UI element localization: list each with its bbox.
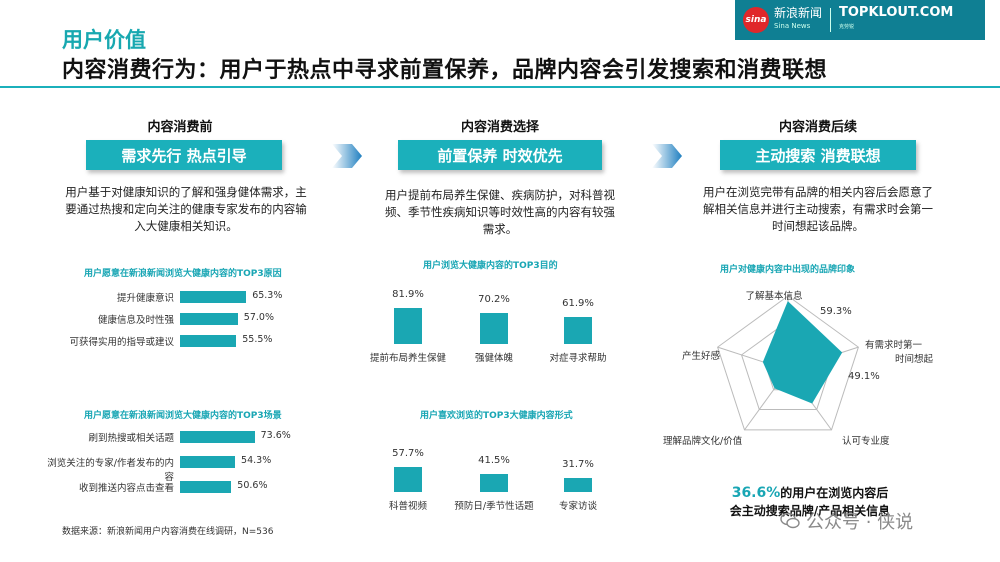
radar-value-label: 59.3% [820,306,852,317]
radar-series [762,301,843,404]
bar [564,478,592,492]
chevron-right-icon [652,144,682,168]
bar [180,291,247,303]
bar-value-label: 81.9% [392,288,424,300]
chart-scenes-title: 用户愿意在新浪新闻浏览大健康内容的TOP3场景 [84,411,282,421]
bar [480,313,508,344]
chart-purposes: 81.9% 提前布局养生保健 70.2% 强健体魄 61.9% 对症寻求帮助 [370,270,640,370]
highlight-stat: 36.6%的用户在浏览内容后 会主动搜索品牌/产品相关信息 [700,484,920,520]
radar-grid [717,295,859,431]
bar [180,335,237,347]
column-2-description: 用户提前布局养生保健、疾病防护，对科普视频、季节性疾病知识等时效性高的内容有较强… [385,188,615,236]
brand-en-name: TOPKLOUT.COM [839,5,954,20]
bar-category-label: 强健体魄 [474,353,513,364]
brand-cn-sub: Sina News [774,22,811,30]
chart-purposes-title: 用户浏览大健康内容的TOP3目的 [423,261,558,271]
chart-brand-impression-title: 用户对健康内容中出现的品牌印象 [720,265,856,275]
radar-axis-label: 有需求时第一时间想起 [865,339,934,365]
bar-category-label: 刷到热搜或相关话题 [88,433,174,444]
highlight-line2: 会主动搜索品牌/产品相关信息 [729,504,891,518]
bar-value-label: 61.9% [562,297,594,309]
bar-category-label: 专家访谈 [558,501,597,512]
bar-category-label: 预防日/季节性话题 [454,501,534,512]
bar [394,307,422,344]
column-1-description: 用户基于对健康知识的了解和强身健体需求，主要通过热搜和定向关注的健康专家发布的内… [65,185,307,233]
bar [564,316,592,344]
radar-axis-label: 理解品牌文化/价值 [663,435,743,447]
bar-value-label: 50.6% [237,480,268,491]
bar-value-label: 57.7% [392,447,424,459]
bar-value-label: 70.2% [478,294,510,306]
chart-reasons-title: 用户愿意在新浪新闻浏览大健康内容的TOP3原因 [84,269,282,279]
chart-formats: 57.7% 科普视频 41.5% 预防日/季节性话题 31.7% 专家访谈 [370,430,640,520]
bar [180,431,255,443]
brand-separator [830,8,832,32]
sina-logo-icon: sina [743,7,769,33]
chart-reasons: 提升健康意识 65.3% 健康信息及时性强 57.0% 可获得实用的指导或建议 55.5% [40,290,340,360]
chart-scenes: 刷到热搜或相关话题 73.6% 浏览关注的专家/作者发布的内容 54.3% 收到推送内容… [40,430,340,505]
watermark-text: 公众号 · 侠说 [806,512,914,533]
bar [480,473,508,492]
wechat-icon [780,512,800,529]
brand-en-sub: 克劳锐 [839,24,855,30]
column-1-heading: 内容消费前 [147,120,213,135]
bar-value-label: 57.0% [243,312,274,323]
brand-bar: sina 新浪新闻 Sina News TOPKLOUT.COM 克劳锐 [735,0,985,40]
chevron-right-icon [332,144,362,168]
section-title: 用户价值 [62,28,146,52]
bar [180,313,238,325]
bar-category-label: 收到推送内容点击查看 [78,483,174,494]
column-1-banner: 需求先行 热点引导 [86,140,282,170]
brand-cn-name: 新浪新闻 [774,6,823,20]
radar-value-label: 49.1% [848,371,880,382]
bar [180,456,236,468]
bar-category-label: 健康信息及时性强 [97,315,174,326]
bar-value-label: 55.5% [242,334,273,345]
bar-value-label: 41.5% [478,454,510,466]
column-2-banner: 前置保养 时效优先 [398,140,602,170]
bar-value-label: 31.7% [562,459,594,471]
radar-axis-label: 了解基本信息 [745,290,802,302]
data-source: 数据来源：新浪新闻用户内容消费在线调研，N=536 [62,527,274,537]
highlight-line1: 的用户在浏览内容后 [780,486,889,500]
bar-category-label: 可获得实用的指导或建议 [69,337,174,348]
bar [394,466,422,492]
bar-category-label: 科普视频 [388,501,427,512]
brand-en: TOPKLOUT.COM 克劳锐 [839,6,953,34]
bar-category-label: 提前布局养生保健 [369,353,446,364]
bar-category-label: 对症寻求帮助 [549,353,607,364]
chart-formats-title: 用户喜欢浏览的TOP3大健康内容形式 [420,411,573,421]
column-3-description: 用户在浏览完带有品牌的相关内容后会愿意了解相关信息并进行主动搜索，有需求时会第一… [703,185,933,233]
page-title: 内容消费行为：用户于热点中寻求前置保养，品牌内容会引发搜索和消费联想 [62,58,828,83]
bar-value-label: 54.3% [241,455,272,466]
bar-value-label: 65.3% [252,290,283,301]
bar-category-label: 提升健康意识 [116,293,174,304]
column-3-banner: 主动搜索 消费联想 [720,140,916,170]
column-2-heading: 内容消费选择 [460,120,539,135]
bar-category-label: 浏览关注的专家/作者发布的内容 [47,458,174,483]
radar-axis-label: 认可专业度 [842,435,890,447]
title-divider [0,86,1000,88]
column-3-heading: 内容消费后续 [778,120,857,135]
watermark: 公众号 · 侠说 [780,508,913,534]
brand-cn: 新浪新闻 Sina News [774,7,822,33]
bar [180,481,232,493]
radar-axis-label: 产生好感 [682,350,721,362]
bar-value-label: 73.6% [260,430,291,441]
highlight-pct: 36.6% [731,485,781,501]
